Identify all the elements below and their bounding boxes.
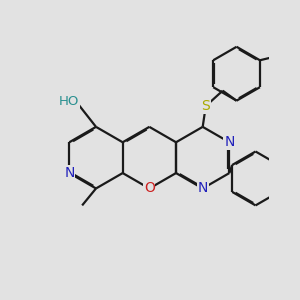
Text: N: N [224,135,235,149]
Text: O: O [144,182,155,196]
Text: HO: HO [59,95,79,108]
Text: S: S [201,99,210,113]
Text: N: N [197,182,208,196]
Text: N: N [64,166,74,180]
